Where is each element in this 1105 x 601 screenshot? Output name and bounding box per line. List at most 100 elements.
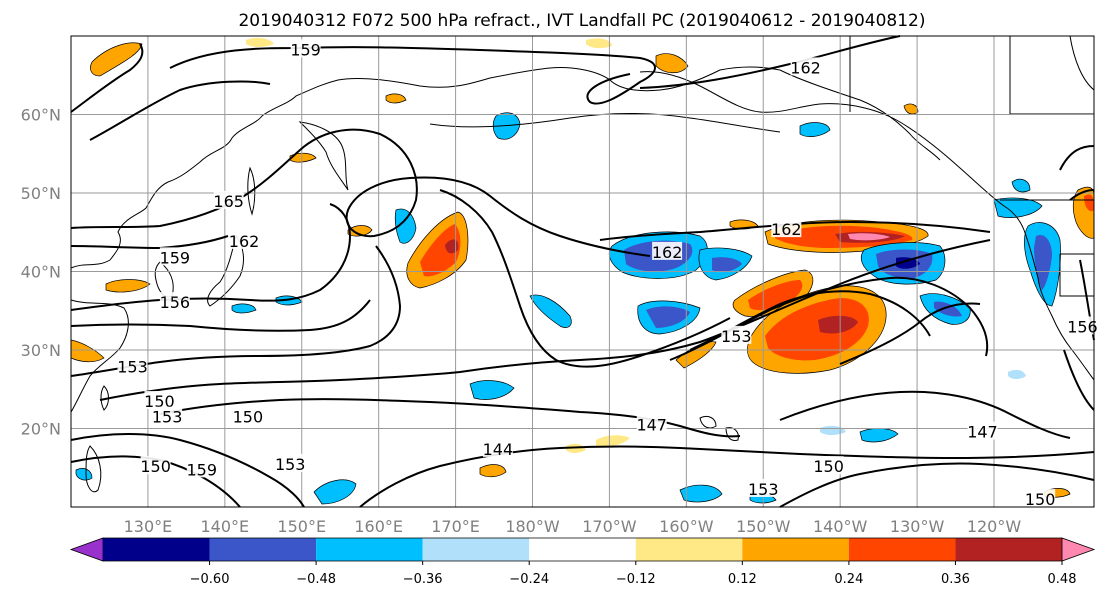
contour-label: 156 [1067, 317, 1098, 336]
positive-anomaly-patch [1084, 194, 1094, 212]
contour-label: 159 [160, 248, 191, 267]
contour-label: 147 [967, 423, 998, 442]
contour-label-bg [1025, 489, 1056, 508]
negative-anomaly-patch [1011, 178, 1031, 193]
country-border-canada-usa [1000, 199, 1094, 297]
coastline-philippines [85, 445, 102, 493]
positive-anomaly-patch [246, 37, 274, 47]
coastline-alaska [639, 71, 1095, 381]
positive-anomaly-patch [748, 280, 803, 311]
positive-anomaly-patch [90, 42, 143, 77]
contour-label-bg [748, 478, 779, 497]
contour-label: 150 [144, 392, 175, 411]
lon-tick-label: 180°W [505, 517, 560, 536]
positive-anomaly-patch [420, 224, 461, 277]
refractivity-contour [70, 203, 352, 311]
colorbar-tick-label: −0.12 [616, 572, 656, 587]
coastline-aleutians [429, 113, 781, 133]
contour-label: 150 [1025, 490, 1056, 509]
refractivity-contour [99, 239, 991, 401]
coastline-japan [207, 234, 244, 307]
colorbar-segment [635, 538, 743, 561]
contour-label: 162 [229, 232, 260, 251]
contour-label-bg [967, 421, 998, 440]
positive-anomaly-patch [818, 315, 858, 334]
refractivity-contour [839, 302, 981, 365]
positive-anomaly-patch [903, 103, 919, 115]
colorbar-outline [103, 537, 1062, 562]
negative-anomaly-patch [1034, 234, 1052, 290]
shading-layer [70, 37, 1095, 505]
contour-label-bg [229, 230, 260, 249]
negative-anomaly-patch [231, 303, 257, 314]
contour-label-bg [771, 219, 802, 238]
refractivity-contour [70, 299, 371, 332]
contour-label: 153 [117, 357, 148, 376]
contour-label: 165 [213, 192, 244, 211]
colorbar-tick-label: 0.24 [834, 572, 863, 587]
colorbar-segment [209, 538, 317, 561]
contour-label: 153 [275, 455, 306, 474]
lon-tick-label: 140°E [201, 517, 250, 536]
contour-label: 162 [790, 58, 821, 77]
lat-tick-label: 20°N [21, 420, 61, 439]
colorbar-tick-label: 0.12 [728, 572, 757, 587]
lat-tick-label: 40°N [21, 263, 61, 282]
lon-tick-label: 160°E [354, 517, 403, 536]
lon-tick-label: 150°W [736, 517, 791, 536]
contour-label: 159 [290, 40, 321, 59]
positive-anomaly-patch [848, 233, 890, 241]
positive-anomaly-patch [347, 225, 373, 237]
axis-tick-labels: 130°E 140°E 150°E 160°E 170°E 180°W 170°W 160°W… [21, 106, 1022, 537]
contour-label: 147 [636, 416, 667, 435]
contour-label-bg [721, 325, 752, 344]
lon-tick-label: 120°W [967, 517, 1022, 536]
negative-anomaly-patch [75, 468, 93, 481]
colorbar: −0.60 −0.48 −0.36 −0.24 −0.12 0.12 0.24 0.36 0.4… [69, 537, 1096, 587]
contour-label-bg [790, 57, 821, 76]
contour-label: 153 [748, 480, 779, 499]
contour-label-bg [159, 292, 190, 311]
negative-anomaly-patch [1008, 369, 1026, 379]
contour-label-bg [1067, 316, 1098, 335]
colorbar-extend-low [69, 537, 104, 562]
coastline-layer [70, 35, 1095, 493]
positive-anomaly-patch [765, 298, 869, 361]
lat-tick-label: 60°N [21, 106, 61, 125]
contour-label-bg [290, 39, 321, 58]
contour-label: 162 [652, 243, 683, 262]
contour-label: 153 [152, 408, 183, 427]
refractivity-contour [70, 43, 271, 141]
negative-anomaly-patch [394, 208, 417, 244]
contour-label-bg [232, 406, 263, 425]
positive-anomaly-patch [596, 435, 630, 447]
contour-label: 150 [140, 457, 171, 476]
positive-anomaly-patch [586, 38, 612, 49]
colorbar-segment [422, 538, 530, 561]
positive-anomaly-patch [105, 279, 151, 293]
lon-tick-label: 150°E [277, 517, 326, 536]
contour-label-bg [152, 406, 183, 425]
gridlines [71, 36, 1094, 507]
contour-label: 162 [771, 220, 802, 239]
colorbar-tick-label: −0.36 [403, 572, 443, 587]
positive-anomaly-patch [70, 339, 105, 363]
coastline-asia [70, 66, 781, 269]
contour-label-bg [144, 391, 175, 410]
chart-title: 2019040312 F072 500 hPa refract., IVT La… [238, 11, 925, 31]
contour-label-bg [636, 414, 667, 433]
positive-anomaly-patch [289, 152, 317, 163]
refractivity-contour [159, 398, 741, 438]
contour-label-bg [275, 453, 306, 472]
colorbar-tick-label: −0.60 [190, 572, 230, 587]
map-frame [70, 35, 1095, 508]
contour-label-bg [117, 356, 148, 375]
contour-label: 156 [160, 293, 191, 312]
negative-anomaly-patch [679, 484, 723, 503]
colorbar-segment [529, 538, 636, 561]
contour-label: 153 [721, 327, 752, 346]
contour-label: 150 [233, 408, 264, 427]
contour-label-bg [159, 247, 190, 266]
